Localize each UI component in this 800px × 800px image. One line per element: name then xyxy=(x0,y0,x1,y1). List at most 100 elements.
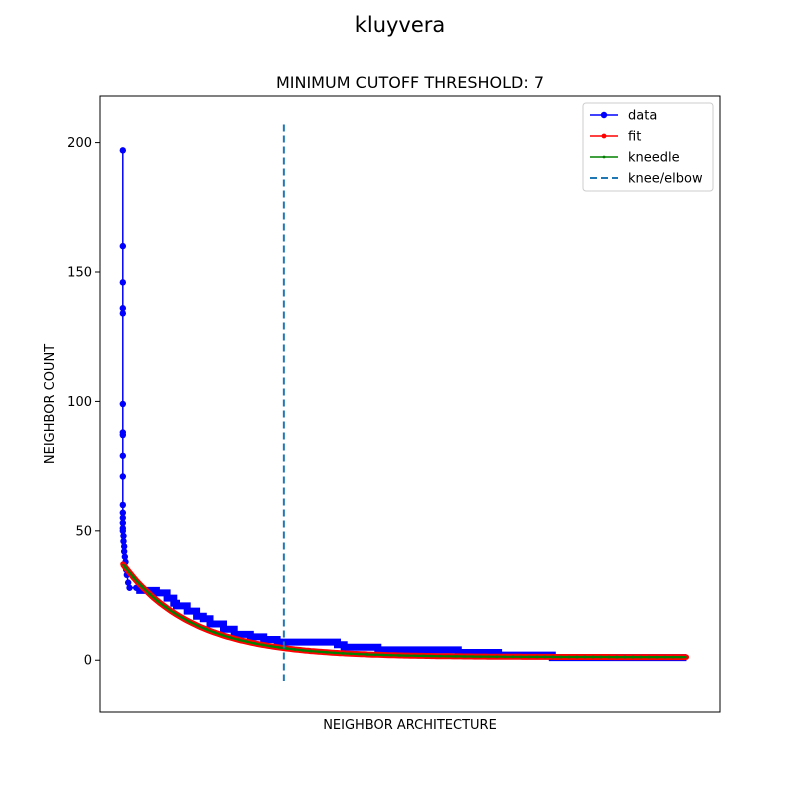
data-point xyxy=(124,579,132,586)
kneedle-point xyxy=(671,655,675,659)
data-point xyxy=(126,584,133,591)
plot-clip-group xyxy=(119,124,690,681)
kneedle-point xyxy=(277,646,280,649)
kneedle-point xyxy=(615,655,619,659)
legend-marker-kneedle xyxy=(602,155,606,159)
kneedle-point xyxy=(148,592,152,596)
kneedle-point xyxy=(349,652,353,656)
kneedle-point xyxy=(212,630,216,634)
kneedle-point xyxy=(462,655,466,658)
kneedle-point xyxy=(188,620,192,624)
kneedle-point xyxy=(156,599,160,603)
y-axis-ticks: 0 50 100 150 200 xyxy=(67,136,100,669)
kneedle-point xyxy=(172,611,176,615)
kneedle-point xyxy=(550,655,554,659)
data-point xyxy=(119,147,127,154)
data-point xyxy=(119,514,127,522)
data-point xyxy=(119,473,127,480)
kneedle-point xyxy=(470,655,474,658)
kneedle-point xyxy=(228,636,232,639)
data-point xyxy=(119,310,127,317)
data-point xyxy=(119,501,127,509)
kneedle-point xyxy=(510,655,514,659)
kneedle-point xyxy=(301,648,305,652)
kneedle-point xyxy=(285,647,288,650)
legend-label-knee-elbow: knee/elbow xyxy=(628,172,703,187)
x-axis-label: NEIGHBOR ARCHITECTURE xyxy=(323,718,497,733)
kneedle-point xyxy=(478,655,482,659)
data-point xyxy=(120,532,127,540)
kneedle-point xyxy=(542,655,546,659)
kneedle-point xyxy=(325,650,329,654)
y-tick-label: 200 xyxy=(67,136,92,151)
legend-label-fit: fit xyxy=(628,130,641,145)
legend-label-data: data xyxy=(628,109,657,124)
kneedle-point xyxy=(591,655,594,659)
kneedle-point xyxy=(365,653,369,656)
kneedle-point xyxy=(180,616,184,620)
kneedle-point xyxy=(269,644,272,648)
data-point xyxy=(119,400,127,408)
kneedle-point xyxy=(655,655,659,659)
data-point xyxy=(119,279,127,286)
data-point xyxy=(119,242,127,250)
y-tick-label: 100 xyxy=(67,395,92,410)
chart-title: MINIMUM CUTOFF THRESHOLD: 7 xyxy=(276,73,544,92)
kneedle-point xyxy=(454,654,458,658)
kneedle-point xyxy=(623,655,627,659)
kneedle-point xyxy=(534,655,538,659)
data-point xyxy=(120,543,128,550)
kneedle-point xyxy=(204,627,208,631)
kneedle-point xyxy=(607,655,611,659)
y-tick-label: 0 xyxy=(84,654,92,669)
kneedle-point xyxy=(140,584,144,588)
kneedle-point xyxy=(502,655,506,659)
kneedle-point xyxy=(599,655,602,659)
kneedle-point xyxy=(220,633,224,637)
kneedle-point xyxy=(494,655,498,659)
data-point xyxy=(119,519,127,527)
kneedle-point xyxy=(486,655,490,659)
y-tick-label: 150 xyxy=(67,266,92,281)
legend: data fit kneedle knee/elbow xyxy=(582,102,714,192)
chart-suptitle: kluyvera xyxy=(355,13,446,37)
data-series-tail xyxy=(136,586,687,662)
data-point xyxy=(119,431,127,439)
data-point xyxy=(119,509,127,516)
kneedle-point xyxy=(422,654,425,658)
kneedle-point xyxy=(405,654,409,658)
legend-marker-data xyxy=(600,111,608,119)
kneedle-point xyxy=(333,651,337,655)
kneedle-point xyxy=(679,655,683,659)
data-point xyxy=(120,548,128,555)
kneedle-point xyxy=(389,653,393,657)
data-point xyxy=(121,553,129,560)
plot-area xyxy=(119,124,690,681)
axes-frame xyxy=(99,95,721,713)
kneedle-point xyxy=(196,624,200,628)
kneedle-point xyxy=(132,576,135,579)
kneedle-point xyxy=(566,655,570,659)
kneedle-point xyxy=(575,655,578,659)
kneedle-point xyxy=(397,654,401,657)
kneedle-point xyxy=(341,651,345,655)
kneedle-point xyxy=(430,654,433,658)
kneedle-point xyxy=(236,638,240,642)
legend-label-kneedle: kneedle xyxy=(628,151,680,166)
kneedle-point xyxy=(293,648,296,651)
kneedle-point xyxy=(583,655,586,659)
kneedle-point xyxy=(244,640,248,644)
kneedle-point xyxy=(438,654,441,658)
data-point xyxy=(119,305,127,312)
kneedle-point xyxy=(446,654,449,658)
kneedle-point xyxy=(647,655,651,659)
legend-marker-fit xyxy=(601,133,607,139)
kneedle-point xyxy=(639,655,643,659)
data-point xyxy=(120,537,127,545)
legend-box xyxy=(582,102,714,192)
kneedle-point xyxy=(663,655,667,659)
kneedle-point xyxy=(518,655,522,659)
kneedle-point xyxy=(317,650,321,654)
kneedle-point xyxy=(124,566,127,569)
